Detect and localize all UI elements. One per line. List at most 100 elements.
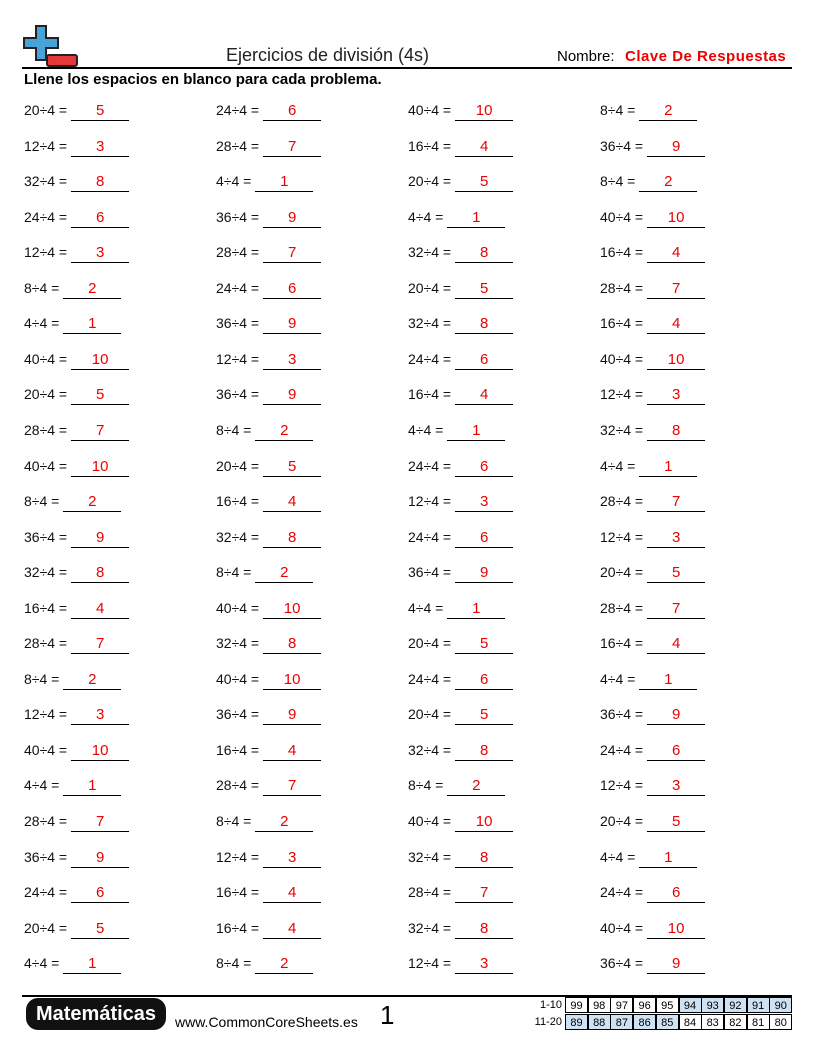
answer: 8 bbox=[263, 635, 322, 655]
answer: 9 bbox=[71, 849, 130, 868]
page-number: 1 bbox=[380, 1000, 395, 1030]
answer: 2 bbox=[255, 564, 314, 584]
question: 16÷4 = bbox=[600, 315, 644, 332]
problem: 16÷4 = 4 bbox=[24, 599, 130, 619]
problem: 28÷4 = 7 bbox=[24, 634, 130, 655]
score-cell: 85 bbox=[655, 1014, 679, 1030]
question: 12÷4 = bbox=[216, 848, 260, 865]
question: 12÷4 = bbox=[600, 386, 644, 403]
answer: 3 bbox=[263, 351, 322, 370]
score-cell: 80 bbox=[769, 1014, 793, 1030]
question: 12÷4 = bbox=[600, 777, 644, 794]
score-cell: 82 bbox=[723, 1014, 747, 1030]
score-row-label: 11-20 bbox=[534, 1016, 562, 1028]
question: 40÷4 = bbox=[216, 599, 260, 616]
answer: 9 bbox=[647, 138, 706, 157]
question: 4÷4 = bbox=[24, 315, 60, 332]
answer: 3 bbox=[263, 849, 322, 868]
question: 8÷4 = bbox=[216, 421, 252, 438]
score-row-label: 1-10 bbox=[539, 999, 562, 1011]
question: 8÷4 = bbox=[600, 102, 636, 118]
score-cell: 86 bbox=[633, 1014, 657, 1030]
answer: 2 bbox=[255, 422, 314, 441]
answer: 7 bbox=[71, 635, 130, 655]
problem: 8÷4 = 2 bbox=[24, 279, 122, 299]
logo bbox=[23, 25, 78, 67]
problem: 28÷4 = 7 bbox=[24, 812, 130, 832]
question: 32÷4 = bbox=[408, 848, 452, 865]
question: 32÷4 = bbox=[216, 635, 260, 652]
problem: 24÷4 = 6 bbox=[24, 208, 130, 228]
answer: 3 bbox=[647, 777, 706, 797]
problem: 12÷4 = 3 bbox=[216, 350, 322, 370]
question: 24÷4 = bbox=[24, 884, 68, 901]
problem: 36÷4 = 9 bbox=[600, 705, 706, 726]
answer: 10 bbox=[263, 600, 322, 619]
question: 36÷4 = bbox=[408, 564, 452, 581]
problem: 40÷4 = 10 bbox=[600, 350, 706, 370]
answer: 4 bbox=[647, 244, 706, 264]
question: 16÷4 = bbox=[600, 635, 644, 652]
answer: 7 bbox=[71, 422, 130, 441]
problem: 20÷4 = 5 bbox=[216, 457, 322, 477]
score-cell: 97 bbox=[610, 997, 634, 1013]
problem: 28÷4 = 7 bbox=[600, 599, 706, 619]
problem: 36÷4 = 9 bbox=[216, 705, 322, 726]
answer: 10 bbox=[647, 209, 706, 228]
problem: 28÷4 = 7 bbox=[600, 279, 706, 299]
question: 12÷4 = bbox=[24, 706, 68, 723]
score-cell: 89 bbox=[565, 1014, 588, 1030]
answer: 3 bbox=[71, 244, 130, 264]
question: 24÷4 = bbox=[24, 208, 68, 225]
score-cell: 93 bbox=[701, 997, 725, 1013]
problem: 8÷4 = 2 bbox=[408, 776, 506, 797]
answer: 3 bbox=[455, 955, 514, 975]
problem: 12÷4 = 3 bbox=[24, 705, 130, 726]
question: 20÷4 = bbox=[408, 173, 452, 190]
problem: 4÷4 = 1 bbox=[600, 848, 698, 868]
question: 40÷4 = bbox=[600, 208, 644, 225]
problem: 4÷4 = 1 bbox=[24, 776, 122, 797]
problem: 16÷4 = 4 bbox=[216, 492, 322, 513]
answer: 7 bbox=[71, 813, 130, 832]
answer: 1 bbox=[447, 209, 506, 228]
problem: 24÷4 = 6 bbox=[408, 457, 514, 477]
problem: 32÷4 = 8 bbox=[216, 634, 322, 655]
question: 4÷4 = bbox=[600, 848, 636, 865]
answer: 2 bbox=[63, 493, 122, 513]
question: 20÷4 = bbox=[600, 564, 644, 581]
problem: 32÷4 = 8 bbox=[408, 243, 514, 264]
answer: 3 bbox=[647, 386, 706, 406]
question: 36÷4 = bbox=[216, 706, 260, 723]
problem: 8÷4 = 2 bbox=[600, 101, 698, 121]
question: 4÷4 = bbox=[24, 955, 60, 972]
question: 12÷4 = bbox=[216, 350, 260, 367]
problem: 20÷4 = 5 bbox=[600, 812, 706, 832]
answer: 10 bbox=[455, 102, 514, 121]
problem: 24÷4 = 6 bbox=[600, 883, 706, 904]
answer: 7 bbox=[647, 600, 706, 619]
question: 32÷4 = bbox=[408, 741, 452, 758]
problem: 40÷4 = 10 bbox=[24, 741, 130, 761]
answer: 10 bbox=[71, 458, 130, 477]
question: 24÷4 = bbox=[216, 102, 260, 118]
answer: 2 bbox=[255, 813, 314, 832]
question: 24÷4 = bbox=[408, 350, 452, 367]
question: 32÷4 = bbox=[216, 528, 260, 545]
question: 12÷4 = bbox=[408, 955, 452, 972]
answer: 5 bbox=[647, 564, 706, 584]
question: 36÷4 = bbox=[216, 386, 260, 403]
answer: 2 bbox=[63, 280, 122, 299]
answer: 2 bbox=[447, 777, 506, 797]
answer: 1 bbox=[447, 422, 506, 441]
problem: 8÷4 = 2 bbox=[216, 954, 314, 975]
answer: 4 bbox=[263, 742, 322, 761]
question: 24÷4 = bbox=[600, 884, 644, 901]
question: 20÷4 = bbox=[216, 457, 260, 474]
answer: 8 bbox=[71, 564, 130, 584]
answer: 6 bbox=[455, 458, 514, 477]
problem: 36÷4 = 9 bbox=[24, 528, 130, 548]
problem: 12÷4 = 3 bbox=[408, 492, 514, 513]
question: 32÷4 = bbox=[408, 315, 452, 332]
question: 8÷4 = bbox=[408, 777, 444, 794]
